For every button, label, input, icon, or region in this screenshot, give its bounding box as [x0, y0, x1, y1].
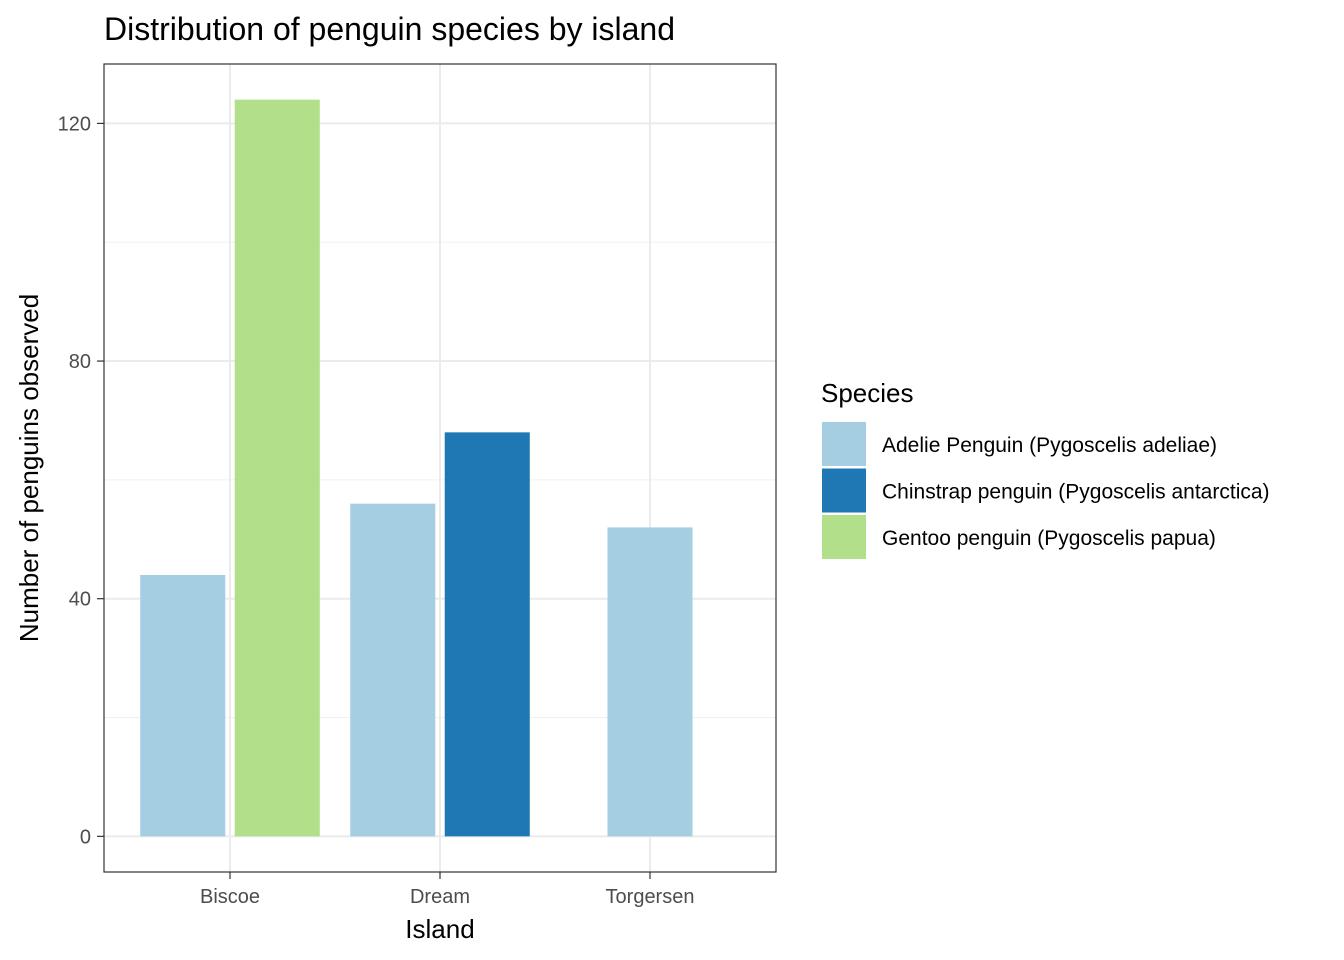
legend: Species Adelie Penguin (Pygoscelis adeli…	[821, 378, 1270, 559]
legend-title: Species	[821, 378, 914, 408]
legend-label: Adelie Penguin (Pygoscelis adeliae)	[882, 434, 1217, 457]
y-axis: 0 40 80 120	[58, 113, 104, 848]
y-tick-label: 80	[69, 351, 91, 373]
bar-biscoe-2	[234, 99, 320, 837]
y-tick-label: 120	[58, 113, 91, 135]
y-axis-title: Number of penguins observed	[14, 294, 44, 642]
legend-items: Adelie Penguin (Pygoscelis adeliae) Chins…	[822, 422, 1270, 559]
bar-torgersen-0	[607, 527, 693, 837]
legend-label: Chinstrap penguin (Pygoscelis antarctica…	[882, 481, 1270, 504]
y-tick-label: 40	[69, 589, 91, 611]
x-tick-label: Torgersen	[606, 886, 695, 908]
x-tick-label: Dream	[410, 886, 470, 908]
x-axis-title: Island	[405, 914, 474, 944]
x-tick-label: Biscoe	[200, 886, 260, 908]
y-tick-label: 0	[80, 826, 91, 848]
bars	[140, 99, 693, 837]
plot-panel	[103, 63, 777, 873]
legend-swatch	[822, 515, 866, 559]
x-axis: Biscoe Dream Torgersen	[200, 872, 694, 908]
legend-swatch	[822, 468, 866, 513]
bar-dream-1	[444, 432, 530, 837]
bar-biscoe-0	[140, 574, 226, 837]
bar-dream-0	[350, 503, 436, 837]
chart-title: Distribution of penguin species by islan…	[104, 11, 675, 47]
legend-swatch	[822, 422, 866, 466]
legend-label: Gentoo penguin (Pygoscelis papua)	[882, 527, 1216, 550]
